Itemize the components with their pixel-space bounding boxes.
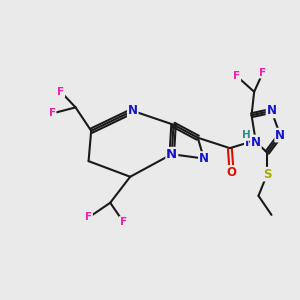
Text: F: F: [233, 71, 240, 81]
Text: F: F: [259, 68, 266, 78]
Text: F: F: [49, 109, 56, 118]
Text: N: N: [245, 136, 255, 148]
Text: N: N: [166, 148, 177, 161]
Text: O: O: [226, 166, 237, 179]
Text: N: N: [266, 104, 277, 117]
Text: N: N: [128, 104, 138, 117]
Text: F: F: [85, 212, 92, 223]
Text: N: N: [251, 136, 261, 148]
Text: S: S: [263, 168, 272, 181]
Text: F: F: [57, 87, 64, 97]
Text: N: N: [275, 129, 285, 142]
Text: N: N: [199, 152, 209, 165]
Text: F: F: [120, 217, 127, 227]
Text: H: H: [242, 130, 251, 140]
